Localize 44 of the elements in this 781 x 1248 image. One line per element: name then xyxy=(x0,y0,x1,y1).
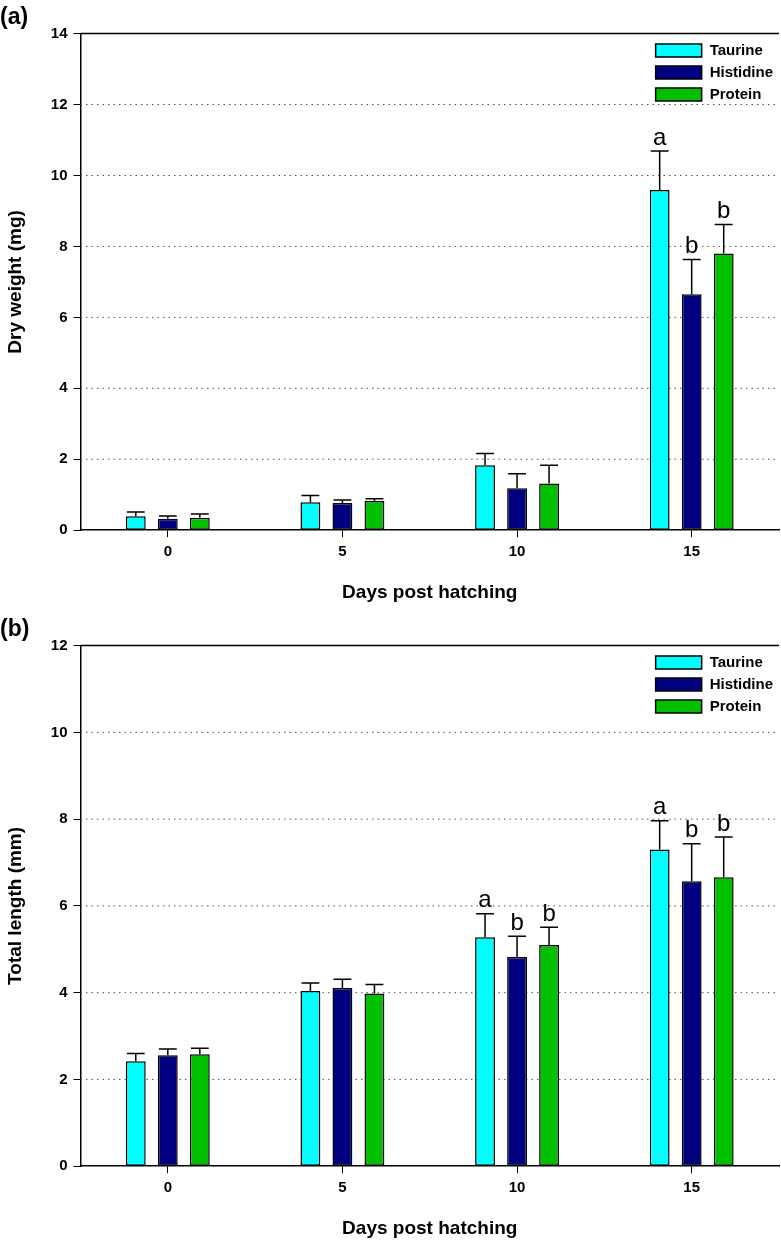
legend-label: Taurine xyxy=(709,40,763,58)
x-tick-label: 10 xyxy=(508,542,526,560)
y-tick-label: 14 xyxy=(50,23,69,41)
data-label: b xyxy=(717,196,731,224)
y-axis-title: Total length (mm) xyxy=(3,826,25,985)
x-tick-label: 5 xyxy=(338,1178,347,1196)
data-label: b xyxy=(685,231,699,259)
x-tick-label: 0 xyxy=(163,542,172,560)
legend-label: Taurine xyxy=(709,652,763,670)
legend-label: Histidine xyxy=(709,62,773,80)
y-tick-label: 10 xyxy=(50,165,68,183)
data-label: a xyxy=(478,885,493,913)
y-tick-label: 2 xyxy=(59,1069,68,1087)
y-tick-label: 0 xyxy=(59,520,68,538)
y-tick-label: 2 xyxy=(59,449,68,467)
y-tick-label: 10 xyxy=(50,722,68,740)
y-tick-label: 6 xyxy=(59,896,68,914)
y-tick-label: 12 xyxy=(50,94,68,112)
y-tick-label: 8 xyxy=(59,809,68,827)
chart-title: (a) xyxy=(0,3,29,30)
data-label: a xyxy=(652,792,667,820)
y-tick-label: 4 xyxy=(59,982,69,1000)
legend-label: Protein xyxy=(709,84,762,102)
data-label: b xyxy=(542,898,556,926)
x-tick-label: 0 xyxy=(163,1178,172,1196)
y-tick-label: 8 xyxy=(59,236,68,254)
legend-label: Histidine xyxy=(709,674,773,692)
data-label: b xyxy=(510,907,524,935)
chart-title: (b) xyxy=(0,615,30,642)
x-tick-label: 15 xyxy=(683,1178,701,1196)
x-axis-title: Days post hatching xyxy=(342,580,518,602)
data-label: a xyxy=(652,122,667,150)
x-tick-label: 5 xyxy=(338,542,347,560)
x-tick-label: 15 xyxy=(683,542,701,560)
x-axis-title: Days post hatching xyxy=(342,1216,518,1238)
y-tick-label: 4 xyxy=(59,378,69,396)
y-tick-label: 12 xyxy=(50,635,68,653)
data-label: b xyxy=(685,815,699,843)
y-tick-label: 0 xyxy=(59,1156,68,1174)
legend-label: Protein xyxy=(709,696,762,714)
y-axis-title: Dry weight (mg) xyxy=(3,210,25,354)
y-tick-label: 6 xyxy=(59,307,68,325)
data-label: b xyxy=(717,808,731,836)
x-tick-label: 10 xyxy=(508,1178,526,1196)
